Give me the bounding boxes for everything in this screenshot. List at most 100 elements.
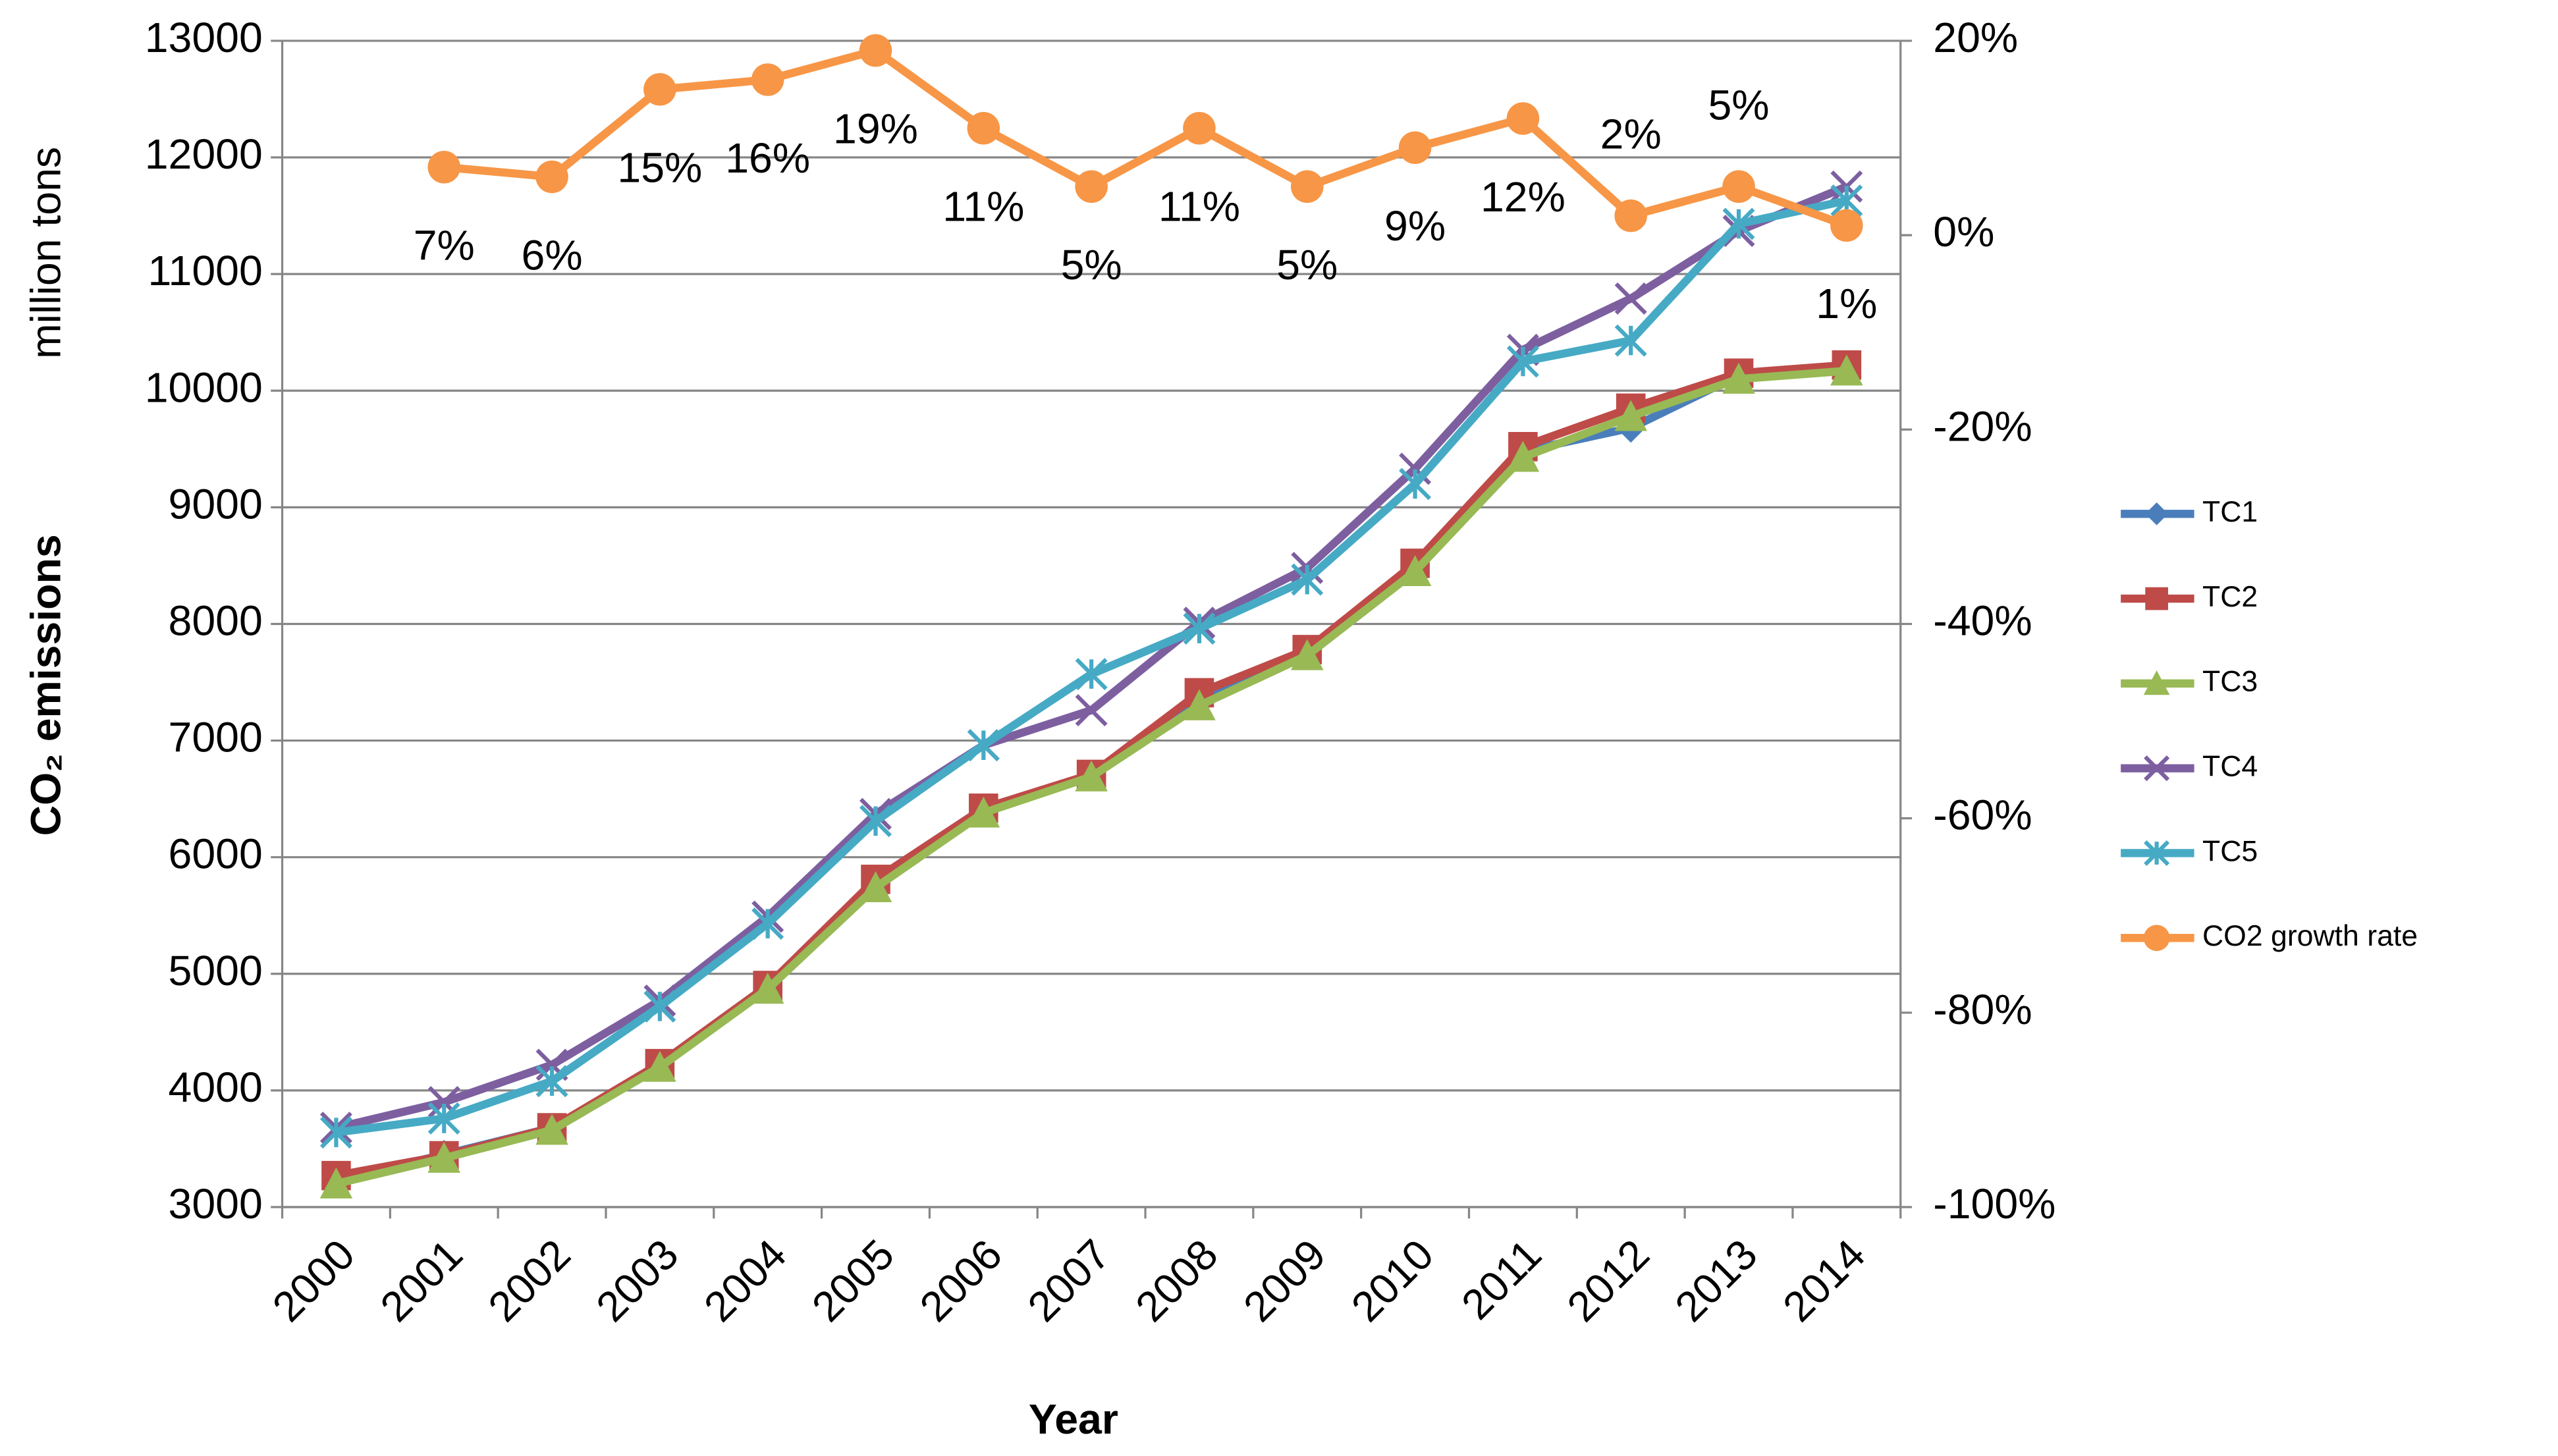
marker [1830,354,1863,386]
series [319,184,1863,1149]
marker [1398,131,1432,165]
x-tick-label: 2001 [371,1230,472,1330]
marker [859,871,892,903]
data-label: 2% [1600,111,1662,158]
marker [319,1116,352,1149]
marker [2143,925,2170,952]
legend-label: TC4 [2202,750,2258,782]
data-label: 19% [833,105,918,153]
y-tick-label: 11000 [148,247,263,294]
y-tick-label: 9000 [169,480,263,527]
marker [427,1102,460,1135]
legend-label: TC1 [2202,496,2258,528]
marker [2144,755,2170,782]
data-label: 7% [414,222,475,269]
y-tick-label: 7000 [169,714,263,761]
marker [2143,670,2170,695]
marker [2145,587,2168,610]
x-axis-title: Year [1029,1395,1118,1443]
marker [1399,468,1432,500]
x-tick-label: 2009 [1234,1230,1334,1330]
marker [643,990,676,1023]
marker [1290,170,1324,203]
data-label: 6% [522,231,583,279]
data-label: 5% [1061,241,1122,288]
y2-tick-label: -20% [1933,402,2032,450]
marker [751,973,784,1004]
marker [1614,199,1647,232]
marker [1398,554,1432,587]
marker [859,34,892,67]
y-tick-label: 6000 [169,830,263,878]
marker [1722,170,1755,203]
x-tick-label: 2003 [587,1230,687,1330]
marker [1290,639,1324,670]
y2-tick-label: -80% [1933,986,2032,1033]
marker [1614,324,1647,357]
marker [967,796,1000,828]
marker [427,1141,461,1173]
y-tick-label: 10000 [145,364,263,411]
marker [1183,612,1216,645]
marker [535,160,568,194]
y2-tick-label: 20% [1933,14,2018,61]
marker [1722,207,1755,240]
marker [1506,102,1540,135]
x-tick-label: 2005 [803,1230,903,1330]
marker [1075,694,1108,727]
marker [1075,760,1108,792]
marker [1075,170,1108,203]
y-axis-subtitle: million tons [22,147,69,359]
data-label: 11% [942,183,1024,230]
legend-label: TC2 [2202,581,2258,613]
marker [643,72,676,106]
marker [1506,441,1540,472]
data-label: 16% [725,134,810,182]
x-tick-label: 2011 [1452,1230,1550,1328]
x-tick-label: 2007 [1019,1230,1119,1330]
marker [1075,658,1108,691]
series [427,34,1863,242]
marker [2144,840,2170,867]
marker [535,1065,568,1098]
marker [1722,362,1755,394]
legend-label: CO2 growth rate [2202,920,2418,952]
marker [1614,400,1647,431]
x-tick-label: 2008 [1126,1230,1226,1330]
marker [319,1167,353,1199]
marker [535,1114,568,1145]
y2-tick-label: -100% [1933,1180,2055,1227]
marker [1183,689,1216,720]
series-line [443,46,1848,230]
marker [1614,282,1647,315]
y2-tick-label: -60% [1933,792,2032,839]
x-tick-label: 2014 [1774,1230,1874,1330]
series [319,170,1863,1145]
x-tick-label: 2004 [695,1230,795,1330]
marker [859,805,892,838]
marker [751,907,784,940]
marker [1506,345,1539,378]
x-tick-label: 2013 [1666,1230,1766,1330]
marker [427,151,461,184]
data-label: 11% [1158,183,1240,230]
y-tick-label: 3000 [169,1180,263,1227]
marker [751,63,784,96]
y-tick-label: 4000 [169,1064,263,1111]
marker [967,729,1000,762]
marker [1291,563,1324,596]
x-tick-label: 2000 [263,1230,364,1330]
y-tick-label: 5000 [169,947,263,994]
x-tick-label: 2006 [911,1230,1011,1330]
data-label: 12% [1481,173,1565,221]
y-tick-label: 8000 [169,597,263,644]
y-tick-label: 12000 [145,130,263,178]
y-axis-title: CO₂ emissions [22,534,69,836]
y2-tick-label: -40% [1933,597,2032,644]
x-tick-label: 2010 [1342,1230,1442,1330]
y2-tick-label: 0% [1933,208,1994,256]
data-label: 5% [1276,241,1338,288]
x-tick-label: 2012 [1558,1230,1658,1330]
data-label: 5% [1708,81,1769,128]
data-label: 15% [617,144,702,192]
